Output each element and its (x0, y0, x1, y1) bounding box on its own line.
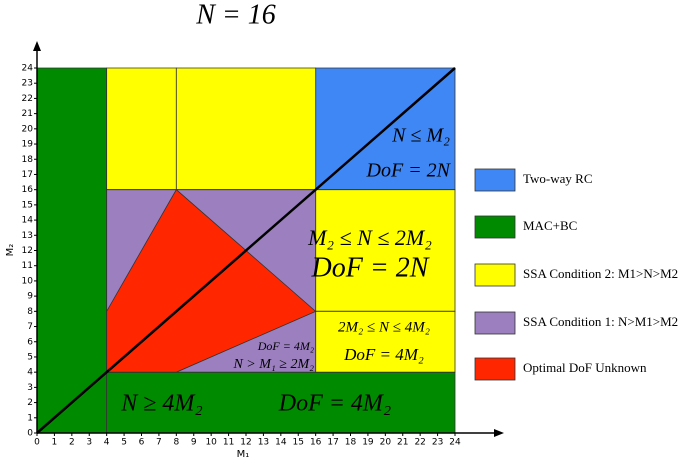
annotation: DoF = 4M₂ (257, 339, 314, 353)
legend-label: SSA Condition 1: N>M1>M2 (523, 314, 678, 329)
x-tick-label: 13 (258, 438, 269, 448)
region (315, 189, 456, 312)
legend-label: Two-way RC (523, 171, 593, 186)
region (36, 67, 108, 434)
legend-swatch (474, 168, 516, 192)
y-axis-label: M₂ (5, 244, 16, 257)
y-tick-label: 14 (22, 216, 34, 226)
y-tick-label: 18 (22, 155, 34, 165)
annotation: DoF = 2N (311, 252, 430, 283)
y-tick-label: 17 (22, 170, 33, 180)
y-tick-label: 22 (22, 94, 33, 104)
x-tick-label: 17 (327, 438, 338, 448)
annotation: 2M₂ ≤ N ≤ 4M₂ (338, 319, 430, 335)
y-tick-label: 13 (22, 231, 33, 241)
legend-label: MAC+BC (523, 218, 577, 233)
x-tick-label: 1 (52, 438, 58, 448)
x-tick-label: 20 (380, 438, 392, 448)
x-tick-label: 18 (345, 438, 357, 448)
x-tick-label: 11 (223, 438, 234, 448)
x-tick-label: 4 (104, 438, 110, 448)
y-tick-label: 21 (22, 109, 33, 119)
y-tick-label: 4 (27, 368, 33, 378)
x-tick-label: 23 (432, 438, 443, 448)
y-tick-label: 16 (22, 185, 34, 195)
annotation: DoF = 4M₂ (278, 391, 392, 417)
x-tick-label: 21 (397, 438, 408, 448)
diagonal-line (36, 67, 456, 434)
x-tick-label: 14 (275, 438, 287, 448)
y-tick-label: 5 (27, 352, 33, 362)
y-tick-label: 2 (27, 398, 33, 408)
y-tick-label: 3 (27, 383, 33, 393)
region (106, 67, 177, 191)
annotation: M₂ ≤ N ≤ 2M₂ (307, 225, 432, 250)
y-tick-label: 8 (27, 307, 33, 317)
annotation: DoF = 2N (366, 160, 452, 182)
y-tick-label: 23 (22, 79, 33, 89)
y-tick-label: 24 (22, 64, 34, 74)
legend-swatch (474, 215, 516, 239)
x-tick-label: 22 (414, 438, 425, 448)
y-tick-label: 0 (27, 429, 33, 439)
x-tick-label: 6 (139, 438, 145, 448)
x-axis-label: M₁ (237, 449, 250, 460)
y-tick-label: 9 (27, 292, 33, 302)
annotation: N ≥ 4M₂ (120, 391, 203, 417)
legend-swatch (474, 357, 516, 381)
x-tick-label: 7 (156, 438, 162, 448)
annotation: N ≤ M₂ (391, 125, 450, 147)
y-tick-label: 20 (22, 124, 34, 134)
y-tick-label: 10 (22, 276, 34, 286)
annotation: DoF = 4M₂ (343, 345, 424, 364)
x-tick-label: 9 (191, 438, 197, 448)
chart-title: N = 16 (195, 0, 276, 30)
legend-label: SSA Condition 2: M1>N>M2 (523, 266, 678, 281)
legend-swatch (474, 263, 516, 287)
y-tick-label: 15 (22, 200, 33, 210)
y-tick-label: 12 (22, 246, 33, 256)
x-tick-label: 19 (362, 438, 374, 448)
x-tick-label: 24 (449, 438, 461, 448)
x-tick-label: 15 (293, 438, 304, 448)
y-axis-arrow (33, 41, 41, 51)
y-tick-label: 1 (27, 413, 33, 423)
x-tick-label: 0 (34, 438, 40, 448)
x-tick-label: 2 (69, 438, 75, 448)
y-tick-label: 19 (22, 140, 34, 150)
y-tick-label: 7 (27, 322, 33, 332)
x-tick-label: 10 (205, 438, 217, 448)
annotation: N > M₁ ≥ 2M₂ (232, 357, 314, 372)
x-tick-label: 5 (121, 438, 127, 448)
x-tick-label: 16 (310, 438, 322, 448)
y-tick-label: 11 (22, 261, 33, 271)
x-tick-label: 3 (86, 438, 92, 448)
x-tick-label: 12 (240, 438, 251, 448)
legend-label: Optimal DoF Unknown (523, 360, 647, 375)
x-tick-label: 8 (173, 438, 179, 448)
region (175, 67, 317, 191)
legend-swatch (474, 311, 516, 335)
x-axis-arrow (494, 429, 504, 437)
y-tick-label: 6 (27, 337, 33, 347)
